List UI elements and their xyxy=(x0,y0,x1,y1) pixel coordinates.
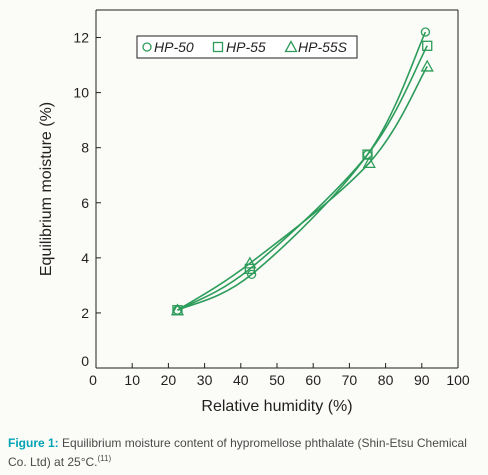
data-point-hp-55s xyxy=(170,303,185,316)
legend-marker-hp-55 xyxy=(212,41,224,53)
data-point-hp-55 xyxy=(362,149,373,160)
figure-caption: Figure 1: Equilibrium moisture content o… xyxy=(8,436,486,470)
x-tick-label: 60 xyxy=(305,372,321,388)
axes: 0 10 20 30 40 50 60 70 80 90 100 0 2 4 6 8 10 12 Relative … xyxy=(38,9,470,415)
legend-label-hp-55s: HP-55S xyxy=(298,39,348,55)
x-tick-label: 70 xyxy=(342,372,358,388)
chart: 0 10 20 30 40 50 60 70 80 90 100 0 2 4 6 8 10 12 Relative … xyxy=(38,9,470,415)
legend-label-hp-55: HP-55 xyxy=(226,39,266,55)
x-tick-label: 50 xyxy=(269,372,285,388)
caption-ref: (11) xyxy=(97,454,112,463)
y-tick-label: 10 xyxy=(73,85,89,101)
data-point-hp-55s xyxy=(362,155,376,168)
y-tick-label: 6 xyxy=(81,195,89,211)
y-tick-label: 0 xyxy=(81,353,89,369)
y-axis-title: Equilibrium moisture (%) xyxy=(38,102,55,276)
x-tick-label: 100 xyxy=(446,372,470,388)
series-hp-50 xyxy=(172,27,431,315)
data-point-hp-55s xyxy=(420,59,434,72)
y-tick-label: 4 xyxy=(81,250,89,266)
x-axis-title: Relative humidity (%) xyxy=(201,398,352,415)
series-line-hp-55s xyxy=(177,66,428,311)
series-line-hp-55 xyxy=(177,45,428,311)
y-tick-label: 2 xyxy=(81,305,89,321)
y-tick-label: 8 xyxy=(81,140,89,156)
legend-marker-hp-50 xyxy=(142,42,152,52)
data-point-hp-50 xyxy=(247,269,257,280)
series-hp-55 xyxy=(172,40,433,316)
legend-box xyxy=(136,35,358,59)
data-point-hp-55 xyxy=(422,40,433,51)
x-tick-label: 10 xyxy=(124,372,140,388)
y-tick-label: 12 xyxy=(73,30,89,46)
series-layer xyxy=(170,27,434,316)
data-point-hp-55s xyxy=(243,256,257,269)
x-tick-label: 0 xyxy=(89,372,97,388)
legend-label-hp-50: HP-50 xyxy=(154,39,194,55)
x-tick-label: 90 xyxy=(414,372,430,388)
x-tick-label: 40 xyxy=(233,372,249,388)
series-hp-55s xyxy=(170,59,434,316)
legend: HP-50 HP-55 HP-55S xyxy=(136,35,358,59)
x-tick-label: 80 xyxy=(378,372,394,388)
x-tick-label: 20 xyxy=(161,372,177,388)
caption-label: Figure 1: xyxy=(8,436,59,450)
caption-text: Equilibrium moisture content of hypromel… xyxy=(8,436,467,469)
data-point-hp-50 xyxy=(420,27,431,37)
x-tick-label: 30 xyxy=(197,372,213,388)
series-line-hp-50 xyxy=(177,31,427,311)
legend-marker-hp-55s xyxy=(284,40,298,53)
